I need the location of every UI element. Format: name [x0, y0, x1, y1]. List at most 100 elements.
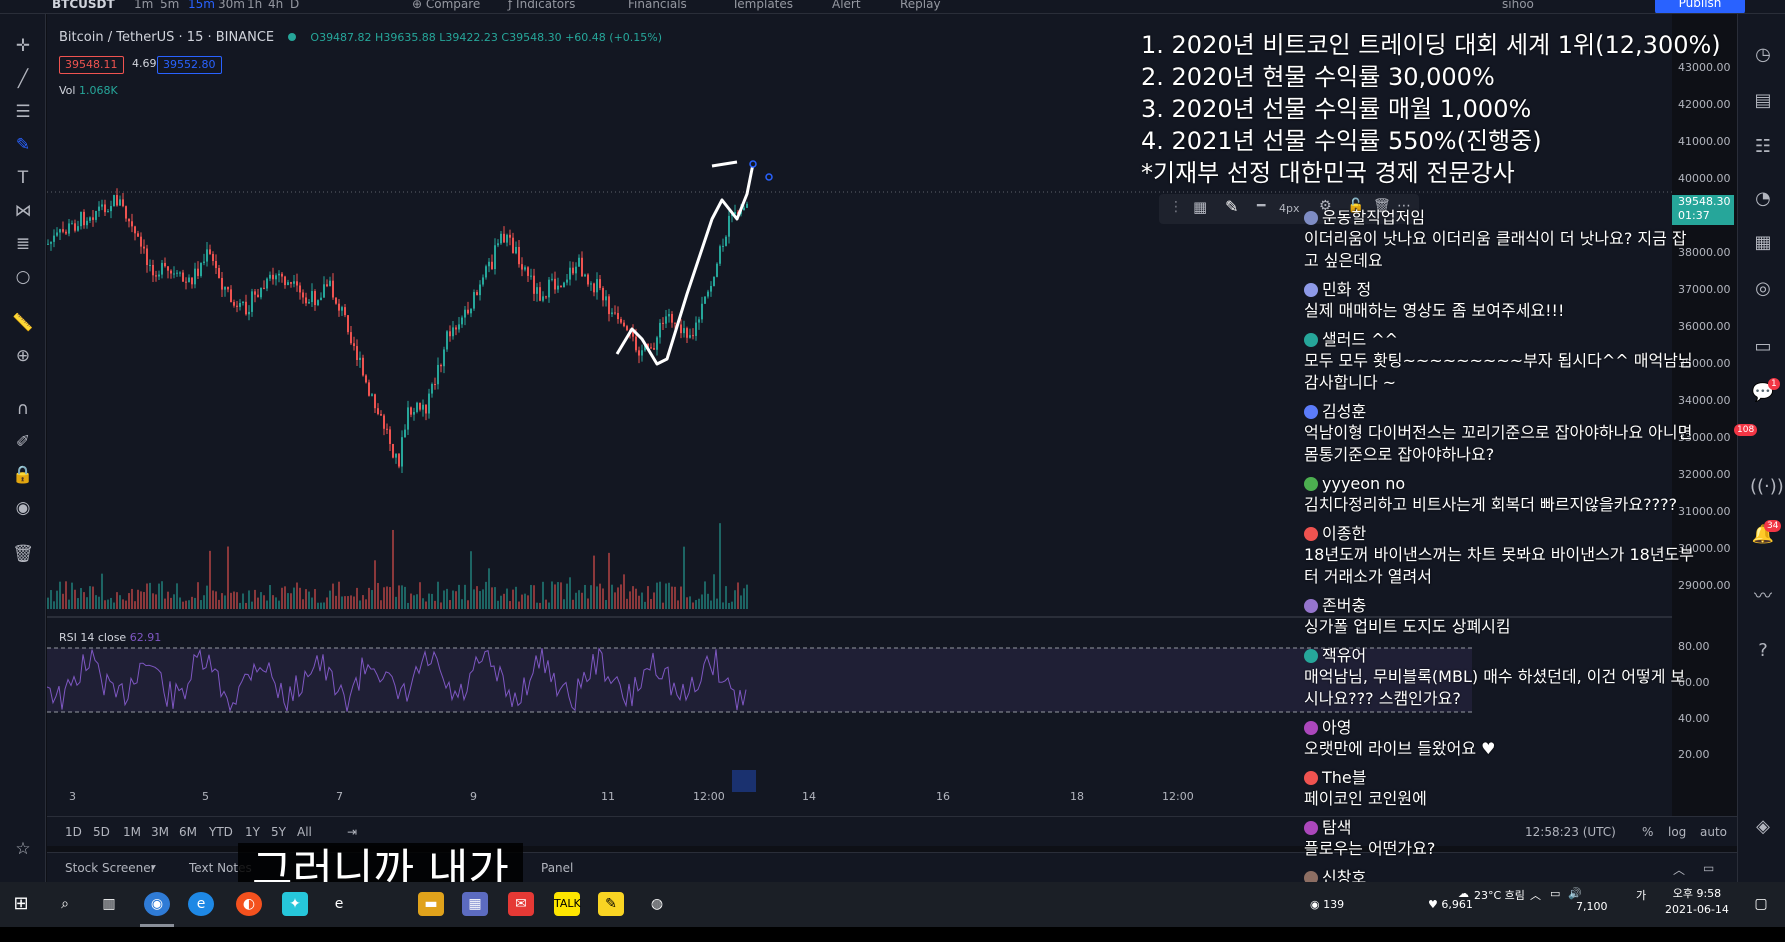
log-toggle[interactable]: log — [1668, 825, 1687, 839]
clock-icon[interactable]: ◔ — [1755, 188, 1771, 209]
interval-d[interactable]: D — [290, 0, 300, 11]
templates-button[interactable]: Templates — [732, 0, 794, 11]
range-ytd[interactable]: YTD — [209, 825, 233, 839]
mail-icon[interactable]: ✉ — [508, 892, 534, 916]
interval-30m[interactable]: 30m — [218, 0, 245, 11]
range-1m[interactable]: 1M — [123, 825, 141, 839]
interval-15m[interactable]: 15m — [188, 0, 215, 11]
goto-date-icon[interactable]: ⇥ — [347, 825, 358, 839]
weather-icon[interactable]: ☁ — [1458, 887, 1469, 900]
range-5y[interactable]: 5Y — [271, 825, 286, 839]
lock-icon[interactable]: 🔒 — [12, 465, 34, 485]
percent-toggle[interactable]: % — [1642, 825, 1654, 839]
interval-4h[interactable]: 4h — [268, 0, 284, 11]
ie-icon[interactable]: e — [334, 896, 344, 912]
more-icon[interactable]: ⋯ — [1397, 198, 1411, 214]
magnet-icon[interactable]: ∩ — [16, 399, 30, 419]
auto-toggle[interactable]: auto — [1700, 825, 1728, 839]
star-icon[interactable]: ☆ — [15, 839, 31, 859]
line-width-icon[interactable]: ━ — [1257, 198, 1266, 214]
help-icon[interactable]: ? — [1758, 640, 1768, 661]
taskbar-clock[interactable]: 오후 9:58 2021-06-14 — [1665, 887, 1729, 916]
zoom-icon[interactable]: ⊕ — [15, 346, 31, 366]
windows-start-icon[interactable]: ⊞ — [13, 893, 29, 914]
crosshair-icon[interactable]: ✛ — [15, 36, 31, 56]
ruler-icon[interactable]: 📏 — [12, 313, 34, 333]
edge-icon[interactable]: e — [188, 892, 214, 916]
chevron-up-icon[interactable]: ︿ — [1530, 889, 1541, 902]
alerts-list-icon[interactable]: ☷ — [1754, 136, 1772, 157]
fib-icon[interactable]: ☰ — [15, 102, 31, 122]
ime-icon[interactable]: 가 — [1636, 889, 1647, 902]
chrome-icon[interactable]: ◉ — [144, 892, 170, 916]
sell-price-button[interactable]: 39548.11 — [59, 56, 124, 74]
calendar-icon[interactable]: ▦ — [1754, 232, 1772, 253]
buy-price-button[interactable]: 39552.80 — [157, 56, 222, 74]
range-1y[interactable]: 1Y — [245, 825, 260, 839]
volume-bar — [527, 595, 529, 609]
price-chart-canvas[interactable] — [47, 14, 1672, 816]
kakaotalk-icon[interactable]: TALK — [554, 892, 581, 916]
task-view-icon[interactable]: ▥ — [102, 896, 116, 912]
tab-panel[interactable]: Panel — [541, 861, 574, 875]
obs-icon[interactable]: ◍ — [650, 896, 664, 912]
ideas-icon[interactable]: ◎ — [1755, 278, 1771, 299]
broadcast-icon[interactable]: ((·)) — [1750, 476, 1784, 497]
tab-stock-screener[interactable]: Stock Screener — [65, 861, 156, 875]
brush-icon[interactable]: ✎ — [15, 135, 31, 155]
chart-pane[interactable]: Bitcoin / TetherUS · 15 · BINANCE O39487… — [47, 14, 1672, 816]
collapse-icon[interactable]: ︿ — [1673, 863, 1686, 877]
range-1d[interactable]: 1D — [65, 825, 82, 839]
range-6m[interactable]: 6M — [179, 825, 197, 839]
template-icon[interactable]: ▦ — [1193, 198, 1208, 216]
settings-icon[interactable]: ⚙ — [1319, 198, 1332, 214]
right-sidebar: ◷ ▤ ☷ ◔ ▦ ◎ ▭ 💬 1 108 ((·)) 🔔 34 〰 ? ◈ — [1734, 14, 1785, 882]
chevron-down-icon[interactable]: ▾ — [151, 863, 156, 873]
publish-button[interactable]: Publish — [1655, 0, 1745, 13]
indicators-button[interactable]: ƒ Indicators — [508, 0, 575, 11]
shape-icon[interactable]: ○ — [15, 267, 31, 287]
drag-handle-icon[interactable]: ⋮ — [1169, 199, 1183, 215]
eye-icon[interactable]: ◉ — [15, 498, 31, 518]
range-all[interactable]: All — [297, 825, 312, 839]
data-window-icon[interactable]: ▤ — [1754, 90, 1772, 111]
search-icon[interactable]: ⌕ — [61, 896, 69, 912]
line-width-value[interactable]: 4px — [1279, 202, 1300, 215]
utc-clock[interactable]: 12:58:23 (UTC) — [1525, 825, 1616, 839]
trend-icon[interactable]: 〰 — [1754, 586, 1772, 607]
app-icon[interactable]: ✦ — [282, 892, 308, 916]
maximize-icon[interactable]: ▭ — [1703, 861, 1715, 875]
alert-button[interactable]: Alert — [832, 0, 861, 11]
trend-line-icon[interactable]: ╱ — [17, 69, 29, 89]
trash-icon[interactable]: 🗑 — [1373, 198, 1391, 214]
interval-1h[interactable]: 1h — [247, 0, 263, 11]
stay-drawing-icon[interactable]: ✐ — [15, 432, 31, 452]
network-icon[interactable]: ▭ — [1550, 887, 1561, 900]
trash-icon[interactable]: 🗑 — [12, 544, 34, 564]
store-icon[interactable]: ▦ — [462, 892, 488, 916]
range-5d[interactable]: 5D — [93, 825, 110, 839]
firefox-icon[interactable]: ◐ — [236, 892, 262, 916]
file-explorer-icon[interactable]: ▬ — [418, 892, 444, 916]
prediction-icon[interactable]: ≣ — [15, 234, 31, 254]
symbol-search-button[interactable]: BTCUSDT — [52, 0, 115, 11]
volume-icon[interactable]: 🔊 — [1568, 887, 1582, 900]
lock-icon[interactable]: 🔓 — [1347, 198, 1365, 214]
interval-1m[interactable]: 1m — [134, 0, 154, 11]
pattern-icon[interactable]: ⋈ — [14, 201, 32, 221]
notes-icon[interactable]: ✎ — [598, 892, 624, 916]
line-color-icon[interactable]: ✎ — [1225, 197, 1239, 216]
text-icon[interactable]: T — [17, 168, 29, 188]
interval-5m[interactable]: 5m — [160, 0, 180, 11]
layers-icon[interactable]: ◈ — [1756, 816, 1770, 837]
range-3m[interactable]: 3M — [151, 825, 169, 839]
tab-text-notes[interactable]: Text Notes — [189, 861, 252, 875]
financials-button[interactable]: Financials — [628, 0, 687, 11]
replay-button[interactable]: Replay — [900, 0, 941, 11]
weather-text[interactable]: 23°C 흐림 — [1474, 889, 1525, 902]
compare-button[interactable]: ⊕ Compare — [412, 0, 480, 11]
stream-icon[interactable]: ▭ — [1754, 336, 1772, 357]
user-menu[interactable]: sihoo — [1502, 0, 1534, 11]
watchlist-icon[interactable]: ◷ — [1755, 44, 1771, 65]
notification-center-icon[interactable]: ▢ — [1754, 896, 1768, 912]
